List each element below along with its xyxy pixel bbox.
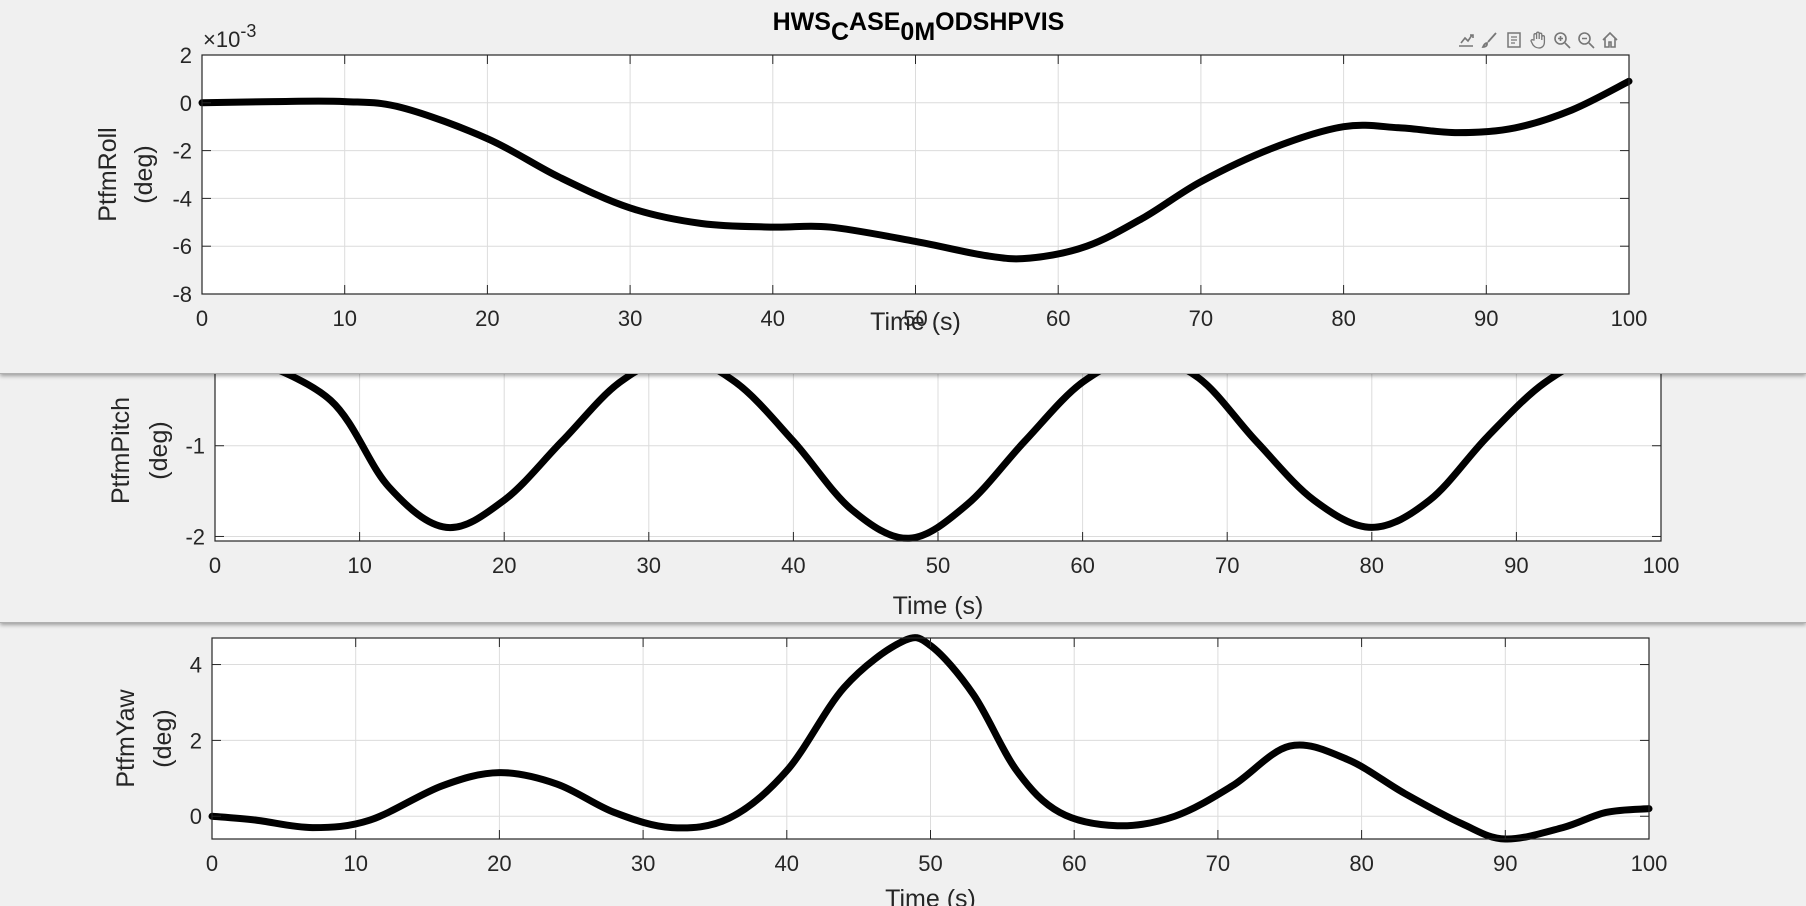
export-icon[interactable] xyxy=(1455,29,1477,51)
x-axis-label: Time (s) xyxy=(893,592,984,620)
x-tick-label: 0 xyxy=(206,851,218,876)
y-tick-label: 2 xyxy=(190,728,202,753)
x-tick-label: 30 xyxy=(637,553,661,578)
x-tick-label: 70 xyxy=(1215,553,1239,578)
x-tick-label: 80 xyxy=(1349,851,1373,876)
x-tick-label: 50 xyxy=(903,306,927,331)
x-tick-label: 30 xyxy=(631,851,655,876)
y-tick-label: 2 xyxy=(180,43,192,68)
zoom-out-icon[interactable] xyxy=(1575,29,1597,51)
y-tick-label: 0 xyxy=(190,804,202,829)
datatip-icon[interactable] xyxy=(1503,29,1525,51)
chart-title: HWSCASE0MODSHPVIS xyxy=(773,8,1065,46)
series-line xyxy=(198,77,1633,263)
x-tick-label: 90 xyxy=(1474,306,1498,331)
x-tick-label: 10 xyxy=(343,851,367,876)
axis-exponent: ×10-3 xyxy=(203,21,256,52)
series-line xyxy=(246,360,1665,542)
x-tick-label: 70 xyxy=(1206,851,1230,876)
y-tick-label: -2 xyxy=(172,139,192,164)
x-axis-label: Time (s) xyxy=(870,308,961,336)
y-axis-label: PtfmRoll xyxy=(94,127,122,221)
x-tick-label: 30 xyxy=(618,306,642,331)
x-tick-label: 100 xyxy=(1631,851,1668,876)
y-axis-label: PtfmYaw xyxy=(112,688,140,787)
x-tick-label: 20 xyxy=(492,553,516,578)
series-line xyxy=(208,634,1653,843)
x-tick-label: 50 xyxy=(918,851,942,876)
y-tick-label: -4 xyxy=(172,186,192,211)
y-tick-label: -8 xyxy=(172,282,192,307)
pitch-plot: 0 10 20 30 40 50 60 70 80 90 100 -2 -1 Time (s) PtfmPi… xyxy=(107,360,1680,620)
pan-icon[interactable] xyxy=(1527,29,1549,51)
y-axis-label: (deg) xyxy=(130,145,158,203)
x-tick-label: 90 xyxy=(1504,553,1528,578)
x-tick-label: 10 xyxy=(347,553,371,578)
figure-window-pitch: 0 10 20 30 40 50 60 70 80 90 100 -2 -1 Time (s) PtfmPi… xyxy=(0,360,1806,623)
y-tick-label: 0 xyxy=(180,91,192,116)
x-tick-label: 0 xyxy=(209,553,221,578)
x-tick-label: 80 xyxy=(1331,306,1355,331)
x-tick-label: 40 xyxy=(781,553,805,578)
x-tick-label: 70 xyxy=(1189,306,1213,331)
y-tick-label: -1 xyxy=(185,434,205,459)
x-tick-label: 90 xyxy=(1493,851,1517,876)
x-tick-label: 40 xyxy=(761,306,785,331)
x-tick-label: 50 xyxy=(926,553,950,578)
axes-toolbar xyxy=(1455,29,1621,51)
y-tick-label: -2 xyxy=(185,524,205,549)
x-tick-label: 20 xyxy=(475,306,499,331)
x-tick-label: 80 xyxy=(1360,553,1384,578)
x-tick-label: 10 xyxy=(332,306,356,331)
roll-plot: 0 10 20 30 40 50 60 70 80 90 100 -8 -6 -4 -2 0 2 Time (s)… xyxy=(94,8,1648,336)
x-tick-label: 20 xyxy=(487,851,511,876)
y-axis-label: PtfmPitch xyxy=(107,397,135,504)
brush-icon[interactable] xyxy=(1479,29,1501,51)
x-tick-label: 100 xyxy=(1611,306,1648,331)
home-icon[interactable] xyxy=(1599,29,1621,51)
yaw-plot: 0 10 20 30 40 50 60 70 80 90 100 0 2 4 Time (s) PtfmYaw… xyxy=(112,634,1668,906)
x-tick-label: 60 xyxy=(1070,553,1094,578)
figure-window-yaw: 0 10 20 30 40 50 60 70 80 90 100 0 2 4 Time (s) PtfmYaw… xyxy=(0,620,1806,906)
x-tick-label: 40 xyxy=(775,851,799,876)
zoom-in-icon[interactable] xyxy=(1551,29,1573,51)
x-tick-label: 60 xyxy=(1046,306,1070,331)
x-axis-label: Time (s) xyxy=(885,885,976,906)
x-tick-label: 100 xyxy=(1643,553,1680,578)
x-tick-label: 60 xyxy=(1062,851,1086,876)
y-axis-label: (deg) xyxy=(149,709,177,767)
y-tick-label: -6 xyxy=(172,234,192,259)
figure-window-roll: 0 10 20 30 40 50 60 70 80 90 100 -8 -6 -4 -2 0 2 Time (s)… xyxy=(0,0,1806,374)
y-tick-label: 4 xyxy=(190,653,202,678)
y-axis-label: (deg) xyxy=(145,421,173,479)
x-tick-label: 0 xyxy=(196,306,208,331)
